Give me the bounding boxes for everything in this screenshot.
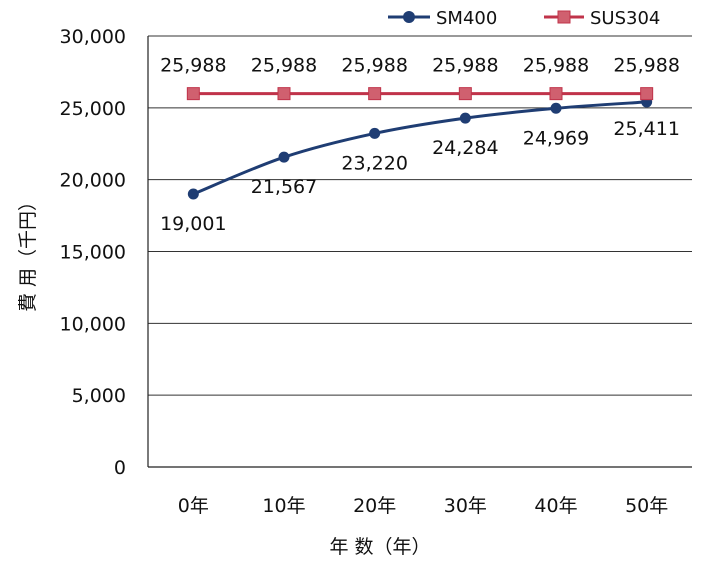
x-tick-label-4: 40年 xyxy=(534,495,577,517)
legend-sus304-marker xyxy=(557,10,571,24)
data-label-sm400-1: 21,567 xyxy=(251,176,317,198)
point-sm400-2 xyxy=(369,127,381,139)
series-group xyxy=(186,87,654,200)
y-tick-label-30000: 30,000 xyxy=(60,26,126,48)
point-sm400-0 xyxy=(187,188,199,200)
point-sus304-5 xyxy=(640,87,654,101)
axes xyxy=(147,36,692,468)
data-labels: 19,001 21,567 23,220 24,284 24,969 25,411 25,9… xyxy=(160,55,680,235)
y-tick-label-5000: 5,000 xyxy=(72,385,126,407)
y-tick-label-0: 0 xyxy=(114,457,126,479)
point-sm400-4 xyxy=(550,102,562,114)
y-tick-label-20000: 20,000 xyxy=(60,170,126,192)
point-sus304-4 xyxy=(549,87,563,101)
point-sm400-1 xyxy=(278,151,290,163)
x-tick-labels: 0年 10年 20年 30年 40年 50年 xyxy=(178,495,668,517)
gridlines xyxy=(148,35,692,396)
y-tick-label-25000: 25,000 xyxy=(60,98,126,120)
data-label-sus304-0: 25,988 xyxy=(160,55,226,77)
point-sus304-0 xyxy=(186,87,200,101)
point-sus304-1 xyxy=(277,87,291,101)
data-label-sm400-0: 19,001 xyxy=(160,213,226,235)
legend-sus304-label: SUS304 xyxy=(590,8,660,29)
point-sm400-3 xyxy=(459,112,471,124)
x-axis-title: 年 数（年） xyxy=(329,536,430,558)
legend: SM400 SUS304 xyxy=(388,8,660,29)
y-tick-label-10000: 10,000 xyxy=(60,313,126,335)
legend-sm400-label: SM400 xyxy=(436,8,497,29)
point-sus304-3 xyxy=(458,87,472,101)
data-label-sus304-3: 25,988 xyxy=(432,55,498,77)
point-sus304-2 xyxy=(368,87,382,101)
data-label-sm400-5: 25,411 xyxy=(613,118,679,140)
y-tick-labels: 0 5,000 10,000 15,000 20,000 25,000 30,000 xyxy=(60,26,126,479)
data-label-sus304-5: 25,988 xyxy=(613,55,679,77)
series-line-sm400 xyxy=(192,100,647,196)
data-label-sus304-2: 25,988 xyxy=(341,55,407,77)
x-tick-label-3: 30年 xyxy=(444,495,487,517)
x-tick-label-5: 50年 xyxy=(625,495,668,517)
data-label-sm400-3: 24,284 xyxy=(432,137,498,159)
x-tick-label-1: 10年 xyxy=(262,495,305,517)
data-label-sm400-2: 23,220 xyxy=(341,152,407,174)
data-label-sm400-4: 24,969 xyxy=(523,127,589,149)
y-tick-label-15000: 15,000 xyxy=(60,242,126,264)
x-tick-label-2: 20年 xyxy=(353,495,396,517)
x-tick-label-0: 0年 xyxy=(178,495,209,517)
data-label-sus304-4: 25,988 xyxy=(523,55,589,77)
y-axis-title: 費 用（千円） xyxy=(17,192,39,312)
legend-sm400-marker xyxy=(403,11,415,23)
data-label-sus304-1: 25,988 xyxy=(251,55,317,77)
